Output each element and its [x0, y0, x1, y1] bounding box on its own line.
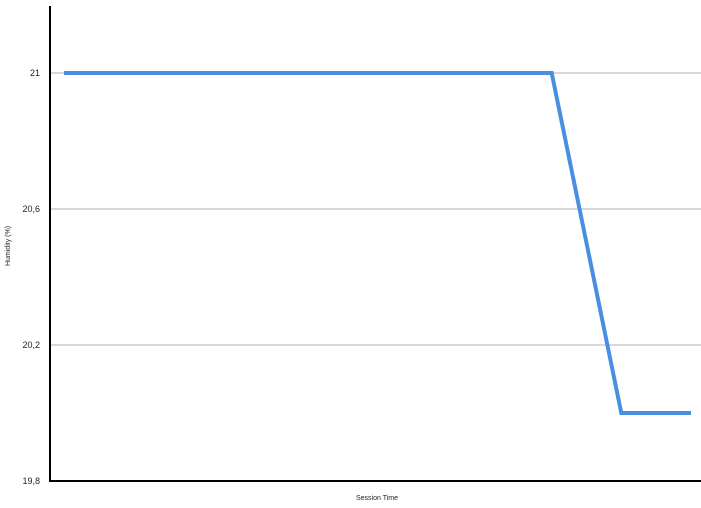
grid-lines — [50, 72, 701, 346]
y-axis-ticks: 21 20,6 20,2 19,8 — [22, 68, 40, 486]
y-axis-label: Humidity (%) — [5, 226, 12, 266]
series-layer — [64, 71, 691, 415]
y-tick-label: 20,6 — [22, 204, 40, 214]
y-tick-label: 20,2 — [22, 340, 40, 350]
y-tick-label: 21 — [30, 68, 40, 78]
series-line — [64, 71, 691, 415]
y-tick-label: 19,8 — [22, 476, 40, 486]
x-axis-label: Session Time — [356, 495, 398, 502]
